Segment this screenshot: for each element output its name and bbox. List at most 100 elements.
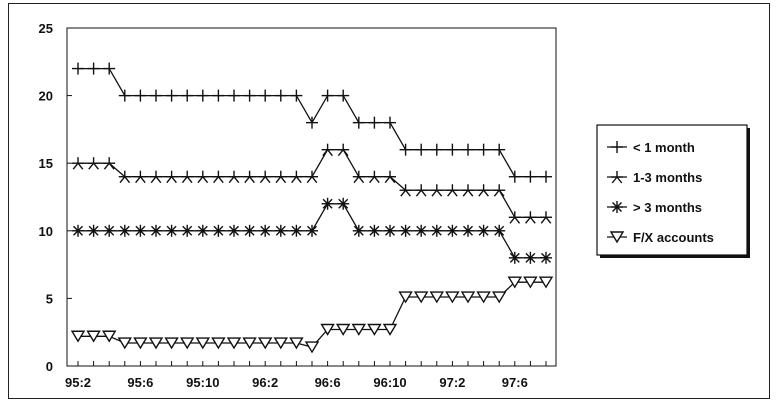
data-point — [398, 291, 413, 304]
marker-stroke — [462, 189, 469, 197]
data-point — [290, 89, 303, 102]
data-point — [523, 276, 538, 289]
marker-stroke — [369, 176, 375, 184]
data-point — [524, 251, 537, 264]
data-point — [524, 170, 537, 183]
marker-stroke — [400, 189, 407, 197]
marker-stroke — [307, 225, 317, 236]
data-point — [72, 157, 84, 170]
data-point — [118, 170, 131, 184]
data-point — [384, 116, 396, 129]
data-point — [507, 276, 523, 289]
data-point — [164, 337, 179, 350]
data-point — [540, 170, 552, 183]
data-point — [477, 143, 490, 156]
marker-stroke — [509, 216, 516, 224]
data-point — [399, 184, 412, 197]
marker-stroke — [337, 149, 344, 157]
data-point — [368, 170, 381, 184]
marker-stroke — [342, 149, 349, 157]
data-point — [212, 170, 225, 184]
marker-stroke — [431, 225, 442, 236]
marker-stroke — [384, 176, 391, 184]
data-point — [243, 170, 256, 184]
marker-stroke — [70, 330, 86, 343]
data-point — [196, 89, 209, 102]
marker-stroke — [612, 202, 622, 212]
marker-stroke — [217, 176, 224, 184]
axes: 0 5 10 15 20 25 95:2 95:6 95:10 96:2 96:6 96:10 97:2… — [39, 21, 557, 390]
legend-marker — [611, 201, 623, 213]
data-point — [477, 184, 490, 197]
data-point — [321, 143, 334, 157]
marker-stroke — [108, 162, 115, 170]
data-point — [181, 224, 194, 237]
marker-stroke — [186, 176, 193, 184]
legend-label: > 3 months — [633, 200, 702, 215]
legend-label: 1-3 months — [633, 170, 702, 185]
marker-stroke — [179, 337, 195, 350]
marker-stroke — [429, 291, 445, 304]
data-point — [290, 170, 303, 184]
marker-stroke — [289, 337, 304, 350]
marker-stroke — [413, 291, 429, 304]
legend: < 1 month 1-3 months > 3 months F/X account… — [596, 124, 750, 258]
data-point — [493, 143, 506, 156]
marker-stroke — [257, 337, 273, 350]
data-point — [508, 211, 521, 224]
data-point — [540, 251, 552, 264]
y-tick-label: 25 — [39, 21, 53, 36]
marker-stroke — [460, 291, 476, 304]
data-point — [134, 170, 147, 184]
data-point — [335, 323, 351, 336]
marker-stroke — [523, 276, 538, 289]
marker-stroke — [529, 216, 536, 224]
data-point — [384, 170, 396, 184]
x-tick-label: 97:2 — [439, 375, 465, 390]
marker-stroke — [164, 337, 179, 350]
data-point — [72, 224, 84, 237]
data-point — [273, 337, 289, 350]
data-point — [103, 157, 116, 170]
data-point — [259, 170, 272, 184]
data-point — [430, 143, 443, 156]
marker-stroke — [291, 225, 302, 236]
marker-stroke — [171, 176, 177, 184]
marker-stroke — [514, 216, 521, 224]
data-point — [337, 89, 350, 102]
series-3-months — [72, 197, 552, 264]
data-point — [274, 170, 287, 184]
marker-stroke — [93, 162, 99, 170]
data-point — [212, 89, 225, 102]
data-point — [165, 224, 178, 237]
x-tick-label: 95:10 — [186, 375, 219, 390]
marker-stroke — [327, 149, 333, 157]
data-point — [476, 291, 491, 304]
marker-stroke — [182, 225, 193, 236]
data-point — [538, 276, 554, 289]
x-tick-label: 96:6 — [315, 375, 341, 390]
marker-stroke — [353, 176, 360, 184]
data-point — [462, 184, 474, 197]
marker-stroke — [322, 149, 329, 157]
data-point — [118, 224, 131, 237]
data-point — [290, 224, 303, 237]
data-point — [368, 116, 381, 129]
data-point — [321, 197, 334, 210]
marker-stroke — [540, 216, 547, 224]
marker-stroke — [431, 189, 438, 197]
data-point — [368, 224, 381, 237]
marker-stroke — [202, 176, 209, 184]
marker-stroke — [405, 189, 411, 197]
data-point — [508, 170, 521, 183]
marker-stroke — [609, 231, 625, 244]
series-line — [78, 281, 546, 348]
marker-stroke — [545, 216, 552, 224]
data-point — [86, 330, 101, 343]
marker-stroke — [226, 337, 242, 350]
marker-stroke — [139, 176, 146, 184]
marker-stroke — [133, 337, 148, 350]
data-point — [150, 89, 162, 102]
data-point — [320, 323, 335, 336]
data-point — [259, 224, 272, 237]
